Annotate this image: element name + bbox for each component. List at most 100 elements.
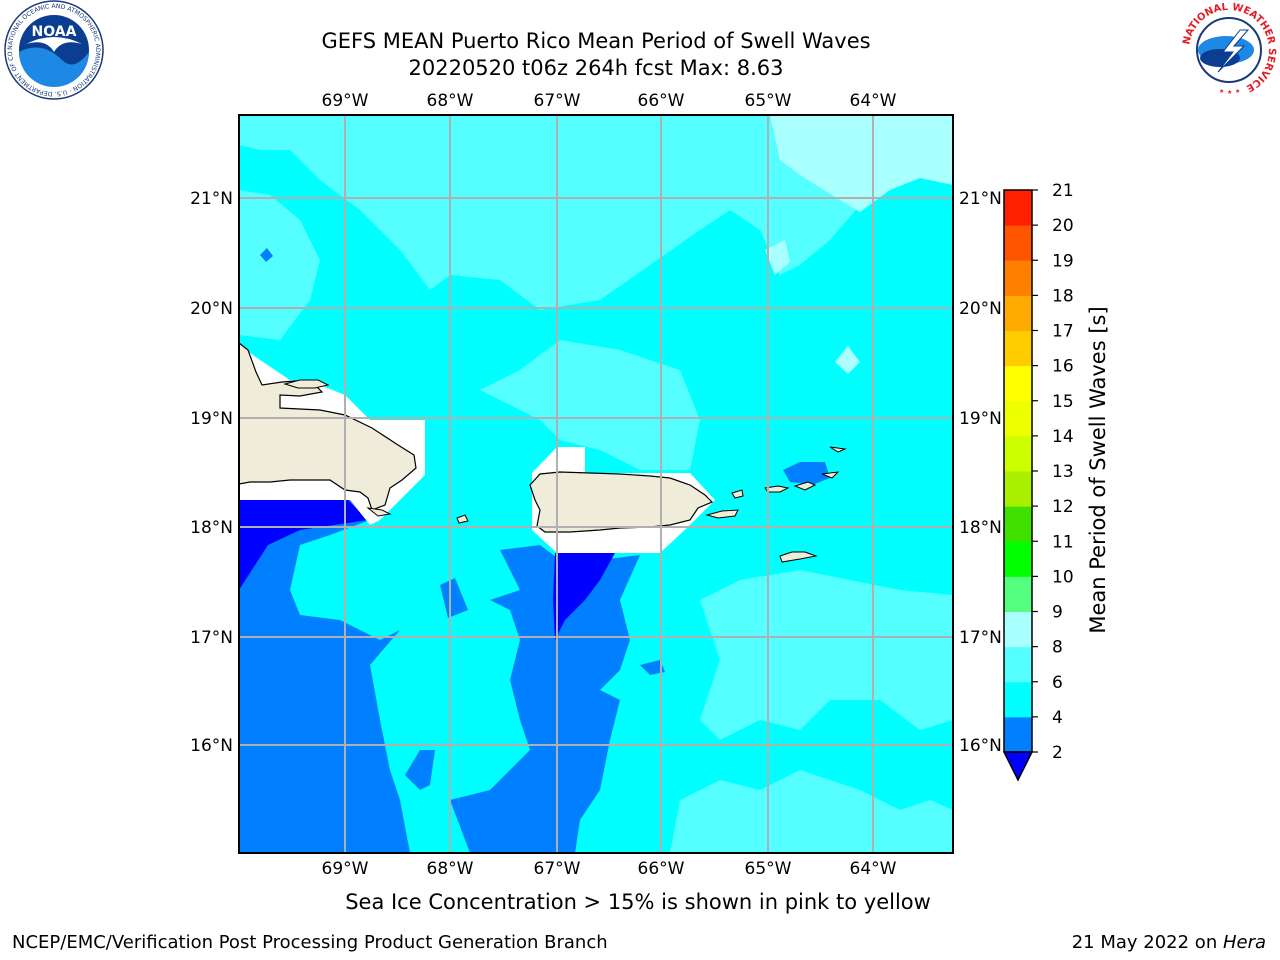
colorbar-bin: [1004, 435, 1032, 472]
colorbar-bin: [1004, 225, 1032, 261]
nws-logo-icon: NATIONAL WEATHER SERVICE ★ ★ ★: [1181, 2, 1277, 98]
land-mona: [456, 514, 469, 524]
lon-label: 68°W: [427, 91, 474, 111]
swell-field-below-2-south: [553, 553, 615, 640]
colorbar-bin: [1004, 400, 1032, 437]
colorbar-tick-label: 13: [1052, 462, 1074, 482]
lat-label: 19°N: [190, 409, 233, 429]
footer-date-text: 21 May 2022 on: [1071, 932, 1223, 953]
chart-subtitle: 20220520 t06z 264h fcst Max: 8.63: [408, 56, 784, 80]
colorbar-under-triangle: [1002, 751, 1034, 782]
colorbar-bin: [1004, 716, 1032, 753]
lat-label: 17°N: [190, 628, 233, 648]
svg-text:★: ★: [1235, 88, 1240, 95]
lon-label: 69°W: [322, 859, 369, 879]
colorbar-label: Mean Period of Swell Waves [s]: [1086, 306, 1110, 633]
svg-text:★: ★: [1227, 89, 1232, 96]
lat-label: 17°N: [959, 628, 1002, 648]
lon-labels-bottom: 69°W 68°W 67°W 66°W 65°W 64°W: [322, 859, 897, 879]
lon-label: 64°W: [850, 91, 897, 111]
land-vieques: [705, 509, 739, 519]
lon-label: 66°W: [638, 859, 685, 879]
colorbar-tick-label: 18: [1052, 286, 1074, 306]
land-saona: [366, 507, 392, 517]
colorbar-bin: [1004, 471, 1032, 507]
colorbar-bin: [1004, 260, 1032, 296]
lon-label: 69°W: [322, 91, 369, 111]
noaa-text: NOAA: [32, 24, 77, 40]
lat-label: 20°N: [959, 299, 1002, 319]
swell-field-2-4-southwest: [239, 500, 410, 853]
colorbar-bin: [1004, 506, 1032, 542]
colorbar-tick-label: 19: [1052, 251, 1074, 271]
swell-field-6-8-southeast: [700, 570, 953, 740]
swell-field-2-4-bvi: [783, 462, 830, 485]
swell-field-below-2: [239, 500, 368, 590]
noaa-logo-icon: NATIONAL OCEANIC AND ATMOSPHERIC ADMINIS…: [2, 0, 104, 100]
swell-field-8-9-dot: [835, 346, 860, 374]
swell-field-2-4-south-center: [450, 545, 640, 853]
colorbar-tick-label: 11: [1052, 532, 1074, 552]
colorbar-ticks: 2 4 6 8 9 10 11 12 13 14 15 16 17 18 19 20 21: [1032, 181, 1074, 763]
lon-label: 68°W: [427, 859, 474, 879]
lon-label: 67°W: [534, 859, 581, 879]
colorbar-tick-label: 6: [1052, 673, 1063, 693]
colorbar-tick-label: 10: [1052, 567, 1074, 587]
colorbar-bin: [1004, 611, 1032, 648]
land-anegada: [829, 446, 847, 453]
lon-label: 65°W: [745, 91, 792, 111]
colorbar-bin: [1004, 190, 1032, 226]
land-st-croix: [779, 551, 818, 563]
colorbar-tick-label: 8: [1052, 638, 1063, 658]
lat-labels-right: 21°N 20°N 19°N 18°N 17°N 16°N: [959, 189, 1002, 756]
lat-label: 16°N: [959, 736, 1002, 756]
colorbar-bin: [1004, 541, 1032, 577]
land-tortuga: [283, 379, 330, 389]
colorbar-bin: [1004, 295, 1032, 331]
footer-credit: NCEP/EMC/Verification Post Processing Pr…: [12, 932, 608, 953]
chart-title: GEFS MEAN Puerto Rico Mean Period of Swe…: [321, 29, 871, 53]
map-area: [239, 115, 953, 853]
lat-label: 21°N: [190, 189, 233, 209]
colorbar-tick-label: 9: [1052, 603, 1063, 623]
colorbar: [1002, 189, 1034, 782]
lat-label: 18°N: [959, 518, 1002, 538]
swell-field-2-4-dot: [260, 248, 273, 262]
swell-field-6-8-south: [670, 770, 953, 853]
swell-field-2-4-small-a: [405, 750, 435, 790]
colorbar-tick-label: 12: [1052, 497, 1074, 517]
lon-label: 67°W: [534, 91, 581, 111]
lon-label: 66°W: [638, 91, 685, 111]
swell-field-6-8-west: [239, 190, 320, 340]
colorbar-bin: [1004, 646, 1032, 683]
swell-field-6-8-mid: [480, 340, 700, 470]
map-frame: [238, 114, 954, 854]
lat-label: 20°N: [190, 299, 233, 319]
map-gridlines: [239, 115, 953, 853]
land-puerto-rico: [529, 471, 714, 533]
land-culebra: [731, 489, 744, 499]
lat-label: 18°N: [190, 518, 233, 538]
sea-ice-note: Sea Ice Concentration > 15% is shown in …: [345, 890, 931, 914]
swell-field-8-9-small: [765, 240, 790, 275]
colorbar-tick-label: 21: [1052, 181, 1074, 201]
lat-labels-left: 21°N 20°N 19°N 18°N 17°N 16°N: [190, 189, 233, 756]
footer-date: 21 May 2022 on Hera: [1072, 932, 1266, 953]
colorbar-bin: [1004, 330, 1032, 367]
lat-label: 16°N: [190, 736, 233, 756]
colorbar-bin: [1004, 576, 1032, 612]
colorbar-tick-label: 14: [1052, 427, 1074, 447]
colorbar-tick-label: 20: [1052, 216, 1074, 236]
colorbar-tick-label: 15: [1052, 392, 1074, 412]
footer-host: Hera: [1222, 932, 1266, 953]
colorbar-tick-label: 16: [1052, 357, 1074, 377]
colorbar-tick-label: 17: [1052, 322, 1074, 342]
land-tortola: [793, 481, 817, 491]
colorbar-bin: [1004, 365, 1032, 402]
colorbar-tick-label: 4: [1052, 708, 1063, 728]
svg-text:★: ★: [1219, 88, 1224, 95]
swell-field-2-4-small-b: [640, 660, 665, 675]
land-virgin-gorda: [821, 471, 840, 479]
colorbar-bin: [1004, 681, 1032, 718]
lat-label: 19°N: [959, 409, 1002, 429]
